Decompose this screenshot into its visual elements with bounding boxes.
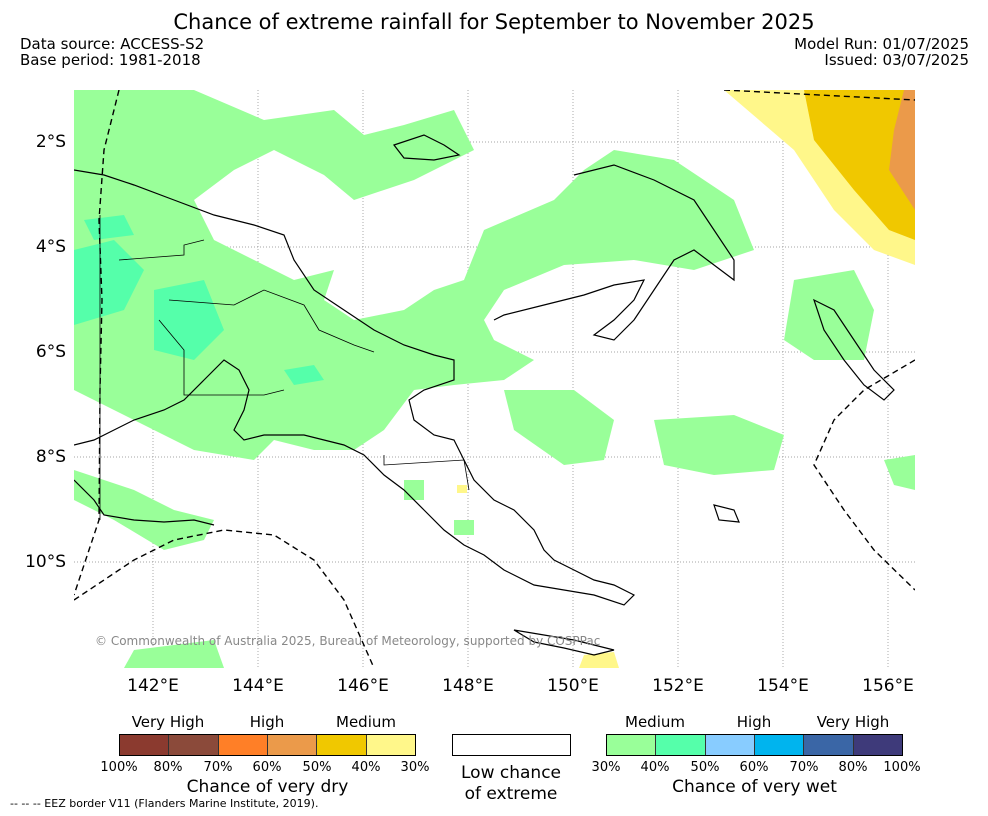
lon-label-142e: 142°E — [127, 676, 179, 696]
lon-label-144e: 144°E — [232, 676, 284, 696]
dry-swatch — [366, 735, 415, 755]
map-title: Chance of extreme rainfall for September… — [173, 10, 815, 34]
issued-date: Issued: 03/07/2025 — [824, 51, 969, 69]
low-chance-swatch — [452, 734, 571, 756]
wet-tick: 30% — [591, 760, 621, 775]
wet-swatch — [853, 735, 902, 755]
dry-tick: 100% — [100, 760, 138, 775]
lat-label-8s: 8°S — [35, 447, 66, 467]
dry-legend-title: Chance of very dry — [186, 777, 349, 797]
dry-colorbar — [119, 734, 416, 756]
wet-colorbar — [606, 734, 903, 756]
wet-tick: 100% — [883, 760, 921, 775]
wet-high-label: High — [736, 713, 772, 731]
dry-regions — [457, 90, 915, 668]
dry-high-label: High — [249, 713, 285, 731]
wet-tick: 80% — [838, 760, 868, 775]
low-chance-label: Low chance of extreme — [430, 763, 592, 805]
dry-swatch — [218, 735, 268, 755]
lat-label-4s: 4°S — [35, 237, 66, 257]
copyright-notice: © Commonwealth of Australia 2025, Bureau… — [95, 634, 601, 648]
wet-swatch — [607, 735, 657, 755]
dry-tick: 50% — [302, 760, 332, 775]
lat-label-2s: 2°S — [35, 132, 66, 152]
model-run: Model Run: 01/07/2025 — [794, 35, 969, 53]
dry-medium-label: Medium — [336, 713, 396, 731]
eez-footnote: -- -- -- EEZ border V11 (Flanders Marine… — [10, 797, 319, 810]
eez-borders — [74, 90, 915, 668]
lon-label-154e: 154°E — [757, 676, 809, 696]
lon-label-152e: 152°E — [652, 676, 704, 696]
lon-label-146e: 146°E — [337, 676, 389, 696]
dry-very-high-label: Very High — [131, 713, 205, 731]
map-svg — [74, 90, 915, 668]
dry-tick: 70% — [203, 760, 233, 775]
wet-tick: 70% — [789, 760, 819, 775]
wet-tick: 60% — [739, 760, 769, 775]
low-chance-line2: of extreme — [464, 784, 558, 804]
dry-swatch — [169, 735, 219, 755]
lon-label-156e: 156°E — [862, 676, 914, 696]
low-chance-line1: Low chance — [461, 763, 561, 783]
dry-swatch — [120, 735, 170, 755]
lat-label-6s: 6°S — [35, 342, 66, 362]
wet-swatch — [656, 735, 706, 755]
rainfall-map — [74, 90, 915, 668]
base-period: Base period: 1981-2018 — [20, 51, 201, 69]
dry-swatch — [317, 735, 367, 755]
dry-tick: 60% — [252, 760, 282, 775]
lon-label-148e: 148°E — [442, 676, 494, 696]
wet-tick: 40% — [640, 760, 670, 775]
dry-swatch — [267, 735, 318, 755]
dry-tick: 80% — [153, 760, 183, 775]
lat-label-10s: 10°S — [25, 552, 66, 572]
wet-very-high-label: Very High — [816, 713, 890, 731]
wet-swatch — [754, 735, 805, 755]
wet-swatch — [705, 735, 755, 755]
lon-label-150e: 150°E — [547, 676, 599, 696]
wet-swatch — [804, 735, 854, 755]
coastlines — [74, 134, 895, 656]
data-source: Data source: ACCESS-S2 — [20, 35, 205, 53]
dry-tick: 40% — [351, 760, 381, 775]
dry-tick: 30% — [400, 760, 430, 775]
wet-tick: 50% — [690, 760, 720, 775]
wet-medium-label: Medium — [625, 713, 685, 731]
wet-legend-title: Chance of very wet — [672, 777, 837, 797]
wet-medium-regions — [74, 90, 915, 668]
